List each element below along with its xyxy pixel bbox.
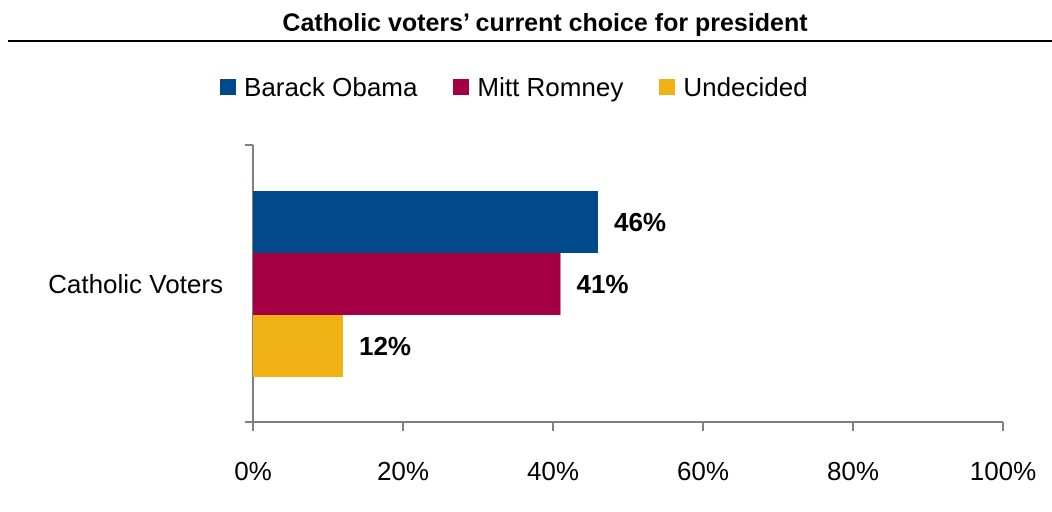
bar-undecided: [253, 315, 343, 377]
legend-label-romney: Mitt Romney: [477, 72, 624, 102]
title-divider: [8, 40, 1052, 42]
legend-item-romney: Mitt Romney: [453, 72, 623, 102]
bar-mitt-romney: [253, 253, 561, 315]
x-tick-label: 100%: [970, 456, 1037, 486]
data-label-undecided: 12%: [359, 331, 411, 361]
legend-item-obama: Barack Obama: [220, 72, 417, 102]
data-label-barack-obama: 46%: [614, 207, 666, 237]
chart-title: Catholic voters’ current choice for pres…: [282, 9, 808, 37]
legend-swatch-undecided: [659, 79, 676, 95]
x-tick-label: 60%: [677, 456, 729, 486]
chart-legend: Barack Obama Mitt Romney Undecided: [220, 72, 844, 102]
bar-barack-obama: [253, 191, 598, 253]
legend-swatch-obama: [220, 79, 236, 95]
x-tick-label: 20%: [377, 456, 429, 486]
legend-swatch-romney: [453, 79, 470, 95]
x-tick-label: 80%: [827, 456, 879, 486]
x-tick-label: 0%: [234, 456, 272, 486]
legend-label-obama: Barack Obama: [244, 72, 418, 102]
x-tick-label: 40%: [527, 456, 579, 486]
legend-item-undecided: Undecided: [659, 72, 808, 102]
legend-label-undecided: Undecided: [683, 72, 808, 102]
category-label: Catholic Voters: [48, 269, 223, 299]
data-label-mitt-romney: 41%: [577, 269, 629, 299]
